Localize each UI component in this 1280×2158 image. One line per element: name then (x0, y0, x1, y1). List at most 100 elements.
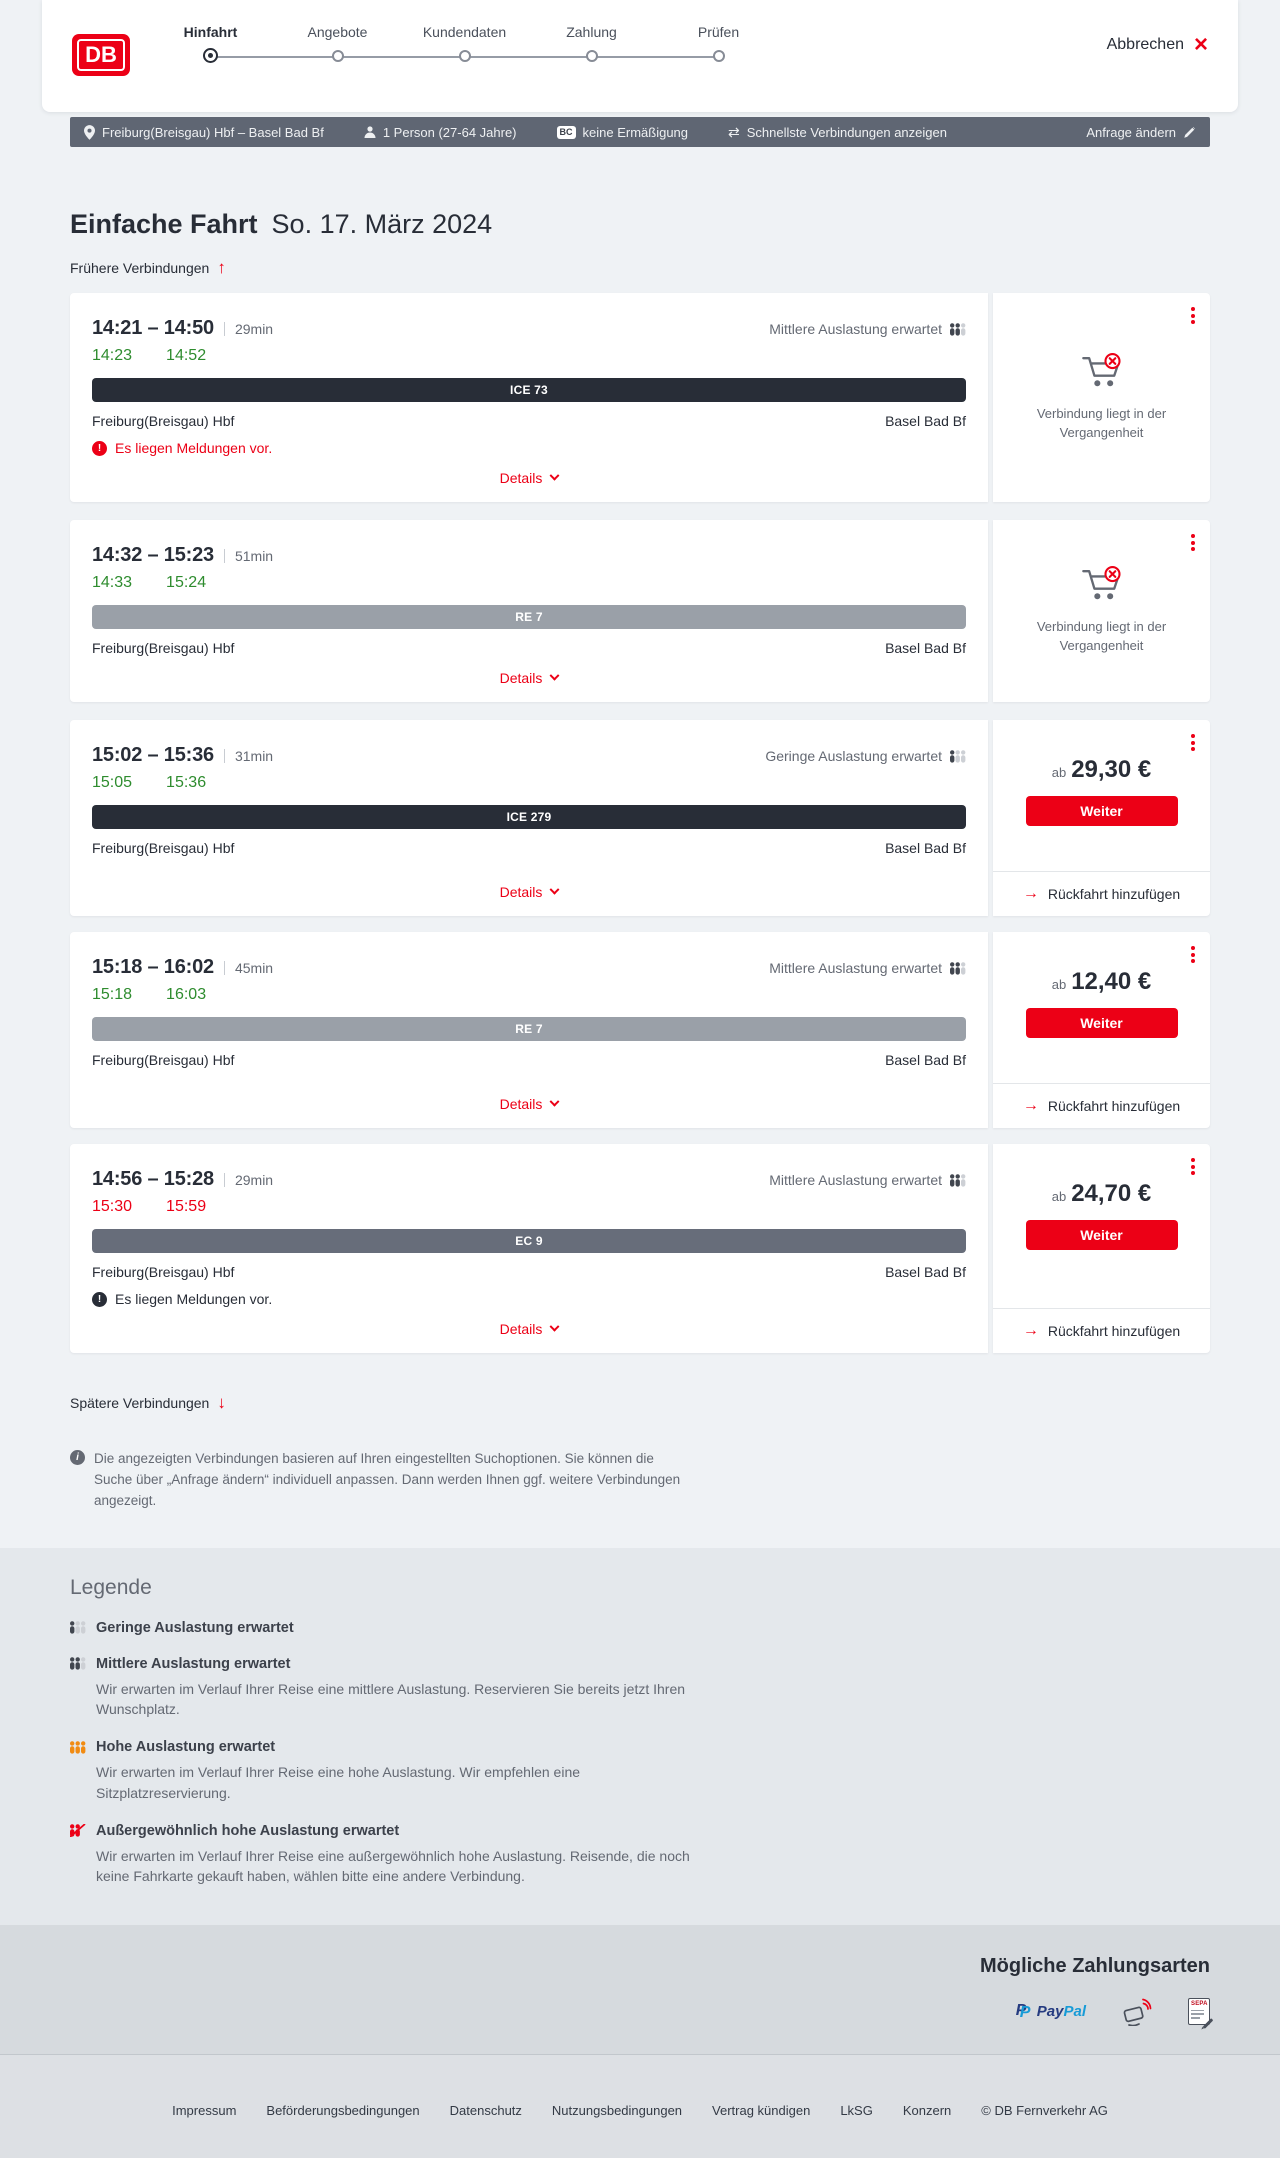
realtime-times: 14:33 15:24 (92, 574, 207, 591)
add-return-link[interactable]: → Rückfahrt hinzufügen (993, 1308, 1210, 1353)
train-badge: ICE 279 (92, 805, 966, 829)
step-dot[interactable] (585, 50, 598, 62)
travel-date: So. 17. März 2024 (271, 209, 493, 239)
results-header: Einfache Fahrt So. 17. März 2024 (70, 209, 1210, 240)
cart-unavailable-icon (1081, 352, 1121, 386)
add-return-link[interactable]: → Rückfahrt hinzufügen (993, 871, 1210, 916)
step-pruefen[interactable]: Prüfen (655, 24, 782, 63)
past-connection-note: Verbindung liegt in der Vergangenheit (1036, 619, 1167, 653)
traveler-summary: 1 Person (27-64 Jahre) (364, 125, 517, 140)
connection-duration: 45min (234, 960, 274, 976)
db-logo-text: DB (77, 39, 125, 71)
add-return-link[interactable]: → Rückfahrt hinzufügen (993, 1083, 1210, 1128)
occupancy-indicator: Mittlere Auslastung erwartet (769, 960, 966, 976)
connection-card-4: 15:18 – 16:02 45min Mittlere Auslastung … (70, 932, 1210, 1128)
train-badge: EC 9 (92, 1229, 966, 1253)
connection-message: ! Es liegen Meldungen vor. (92, 440, 966, 456)
step-dot[interactable] (458, 50, 471, 62)
app-header: DB Hinfahrt Angebote Kundendaten Zahlung… (42, 0, 1238, 112)
weiter-button[interactable]: Weiter (1025, 796, 1178, 826)
footer-link-befoerderungsbedingungen[interactable]: Beförderungsbedingungen (266, 2102, 420, 2118)
chevron-down-icon (549, 1321, 560, 1332)
connection-aside: ab 12,40 € Weiter → Rückfahrt hinzufügen (993, 932, 1210, 1128)
person-icon (364, 126, 376, 138)
search-summary-bar: Freiburg(Breisgau) Hbf – Basel Bad Bf 1 … (70, 117, 1210, 147)
chevron-down-icon (549, 884, 560, 895)
paypal-icon: P P PayPal (1015, 2001, 1086, 2021)
options-menu-icon[interactable] (1189, 944, 1197, 965)
legend-item-low: Geringe Auslastung erwartet (70, 1620, 1210, 1636)
sepa-icon: SEPA (1188, 1998, 1214, 2029)
connection-card-3: 15:02 – 15:36 31min Geringe Auslastung e… (70, 720, 1210, 916)
footer-link-datenschutz[interactable]: Datenschutz (449, 2102, 522, 2118)
copyright-text: © DB Fernverkehr AG (981, 2102, 1108, 2118)
options-menu-icon[interactable] (1189, 1156, 1197, 1177)
price: ab 12,40 € (1051, 968, 1152, 995)
realtime-times: 15:30 15:59 (92, 1198, 207, 1215)
price: ab 24,70 € (1051, 1180, 1152, 1207)
connection-aside: Verbindung liegt in der Vergangenheit (993, 520, 1210, 702)
earlier-connections-link[interactable]: Frühere Verbindungen ↑ (70, 258, 226, 277)
legend-item-extreme: Außergewöhnlich hohe Auslastung erwartet… (70, 1823, 1210, 1887)
stations-row: Freiburg(Breisgau) Hbf Basel Bad Bf (92, 1052, 966, 1068)
options-menu-icon[interactable] (1189, 305, 1197, 326)
page-title: Einfache Fahrt (70, 209, 258, 239)
weiter-button[interactable]: Weiter (1025, 1220, 1178, 1250)
sort-option[interactable]: ⇄ Schnellste Verbindungen anzeigen (728, 123, 947, 140)
location-pin-icon (84, 124, 95, 140)
close-icon[interactable]: × (1193, 31, 1208, 58)
occupancy-indicator: Geringe Auslastung erwartet (765, 748, 966, 764)
step-dot[interactable] (712, 50, 725, 62)
bahncard-icon: BC (556, 125, 576, 139)
details-toggle[interactable]: Details (92, 1313, 966, 1343)
step-hinfahrt[interactable]: Hinfahrt (147, 24, 274, 63)
details-toggle[interactable]: Details (92, 462, 966, 492)
connection-main: 14:56 – 15:28 29min Mittlere Auslastung … (70, 1144, 988, 1353)
cancel-button[interactable]: Abbrechen × (1106, 31, 1208, 58)
details-toggle[interactable]: Details (92, 1088, 966, 1118)
footer-link-nutzungsbedingungen[interactable]: Nutzungsbedingungen (551, 2102, 683, 2118)
step-angebote[interactable]: Angebote (274, 24, 401, 63)
options-menu-icon[interactable] (1189, 532, 1197, 553)
occupancy-low-icon (950, 749, 966, 763)
info-icon: i (70, 1450, 85, 1465)
legend-item-medium: Mittlere Auslastung erwartet Wir erwarte… (70, 1656, 1210, 1720)
arrow-right-icon: → (1022, 885, 1039, 902)
connection-times: 14:32 – 15:23 (92, 544, 214, 566)
change-request-button[interactable]: Anfrage ändern (1086, 125, 1196, 140)
weiter-button[interactable]: Weiter (1025, 1008, 1178, 1038)
connection-main: 14:21 – 14:50 29min Mittlere Auslastung … (70, 293, 988, 502)
footer-link-vertrag-kuendigen[interactable]: Vertrag kündigen (712, 2102, 811, 2118)
connection-main: 15:02 – 15:36 31min Geringe Auslastung e… (70, 720, 988, 916)
connection-times: 15:18 – 16:02 (92, 956, 214, 978)
arrow-down-icon: ↓ (217, 1393, 226, 1412)
alert-icon: ! (92, 1291, 107, 1307)
footer-link-impressum[interactable]: Impressum (172, 2102, 237, 2118)
train-badge: RE 7 (92, 605, 966, 629)
contactless-payment-icon (1123, 1998, 1152, 2026)
connection-main: 15:18 – 16:02 45min Mittlere Auslastung … (70, 932, 988, 1128)
pencil-icon (1184, 126, 1196, 138)
later-connections-link[interactable]: Spätere Verbindungen ↓ (70, 1393, 226, 1412)
step-dot-active[interactable] (203, 48, 218, 63)
info-note-text: Die angezeigten Verbindungen basieren au… (94, 1451, 681, 1508)
connection-card-2: 14:32 – 15:23 51min 14:33 15:24 RE 7 Fre… (70, 520, 1210, 702)
chevron-down-icon (549, 470, 560, 481)
details-toggle[interactable]: Details (92, 662, 966, 692)
options-menu-icon[interactable] (1189, 732, 1197, 753)
step-dot[interactable] (331, 50, 344, 62)
info-note: i Die angezeigten Verbindungen basieren … (70, 1449, 1210, 1512)
connection-card-1: 14:21 – 14:50 29min Mittlere Auslastung … (70, 293, 1210, 502)
footer-link-konzern[interactable]: Konzern (902, 2102, 952, 2118)
stations-row: Freiburg(Breisgau) Hbf Basel Bad Bf (92, 640, 966, 656)
details-toggle[interactable]: Details (92, 876, 966, 906)
footer-link-lksg[interactable]: LkSG (840, 2102, 873, 2118)
connection-aside: ab 24,70 € Weiter → Rückfahrt hinzufügen (993, 1144, 1210, 1353)
stations-row: Freiburg(Breisgau) Hbf Basel Bad Bf (92, 1264, 966, 1280)
step-zahlung[interactable]: Zahlung (528, 24, 655, 63)
step-kundendaten[interactable]: Kundendaten (401, 24, 528, 63)
occupancy-low-icon (70, 1621, 86, 1634)
train-badge: RE 7 (92, 1017, 966, 1041)
arrow-right-icon: → (1022, 1097, 1039, 1114)
connection-message: ! Es liegen Meldungen vor. (92, 1291, 966, 1307)
